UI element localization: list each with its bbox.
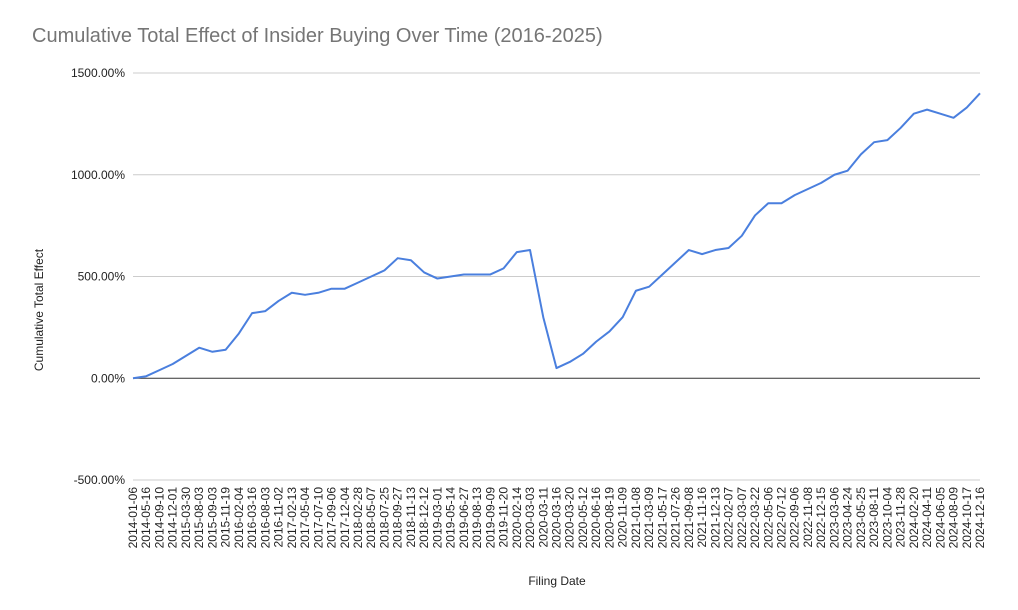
x-tick-label: 2015-09-03 — [205, 487, 219, 549]
x-tick-label: 2016-02-04 — [232, 487, 246, 549]
x-tick-label: 2018-05-07 — [364, 487, 378, 549]
x-tick-label: 2020-03-11 — [536, 487, 550, 548]
y-axis-title: Cumulative Total Effect — [32, 248, 46, 371]
line-series — [132, 92, 981, 380]
x-tick-label: 2021-05-17 — [655, 487, 669, 549]
x-tick-label: 2020-08-19 — [602, 487, 616, 549]
x-tick-label: 2022-11-08 — [801, 487, 815, 548]
x-tick-label: 2022-09-06 — [788, 487, 802, 549]
x-tick-label: 2021-07-26 — [669, 487, 683, 549]
x-tick-label: 2016-11-02 — [272, 487, 286, 548]
x-tick-label: 2014-12-01 — [166, 487, 180, 549]
y-tick-label: 0.00% — [91, 371, 125, 385]
x-tick-label: 2020-11-09 — [616, 487, 630, 548]
x-tick-label: 2020-03-20 — [563, 487, 577, 549]
x-tick-label: 2024-04-11 — [920, 487, 934, 548]
y-tick-label: -500.00% — [74, 473, 126, 487]
x-tick-label: 2017-05-04 — [298, 487, 312, 549]
x-tick-label: 2014-09-10 — [152, 487, 166, 549]
x-tick-label: 2015-11-19 — [219, 487, 233, 548]
x-tick-label: 2019-11-20 — [497, 487, 511, 548]
x-tick-label: 2024-06-05 — [933, 487, 947, 549]
x-tick-label: 2019-08-13 — [470, 487, 484, 549]
x-tick-label: 2020-03-03 — [523, 487, 537, 549]
x-tick-label: 2021-11-16 — [695, 487, 709, 548]
x-tick-label: 2018-11-13 — [404, 487, 418, 548]
x-tick-label: 2023-10-04 — [880, 487, 894, 549]
x-tick-label: 2024-12-16 — [973, 487, 987, 549]
x-tick-label: 2023-03-06 — [827, 487, 841, 549]
x-tick-label: 2020-06-16 — [589, 487, 603, 549]
x-tick-label: 2023-05-25 — [854, 487, 868, 549]
x-tick-label: 2023-08-11 — [867, 487, 881, 548]
x-tick-label: 2022-03-07 — [735, 487, 749, 549]
x-tick-label: 2024-08-09 — [947, 487, 961, 549]
x-tick-label: 2018-12-12 — [417, 487, 431, 549]
x-tick-label: 2018-09-27 — [391, 487, 405, 549]
x-tick-label: 2018-07-25 — [377, 487, 391, 549]
x-tick-label: 2016-08-03 — [258, 487, 272, 549]
x-tick-label: 2023-04-24 — [841, 487, 855, 549]
x-tick-label: 2017-07-10 — [311, 487, 325, 549]
x-tick-label: 2024-02-20 — [907, 487, 921, 549]
x-tick-label: 2014-05-16 — [139, 487, 153, 549]
x-tick-label: 2020-05-12 — [576, 487, 590, 549]
x-tick-label: 2019-05-14 — [444, 487, 458, 549]
x-tick-label: 2021-01-08 — [629, 487, 643, 549]
y-tick-label: 500.00% — [78, 270, 126, 284]
x-tick-label: 2021-09-08 — [682, 487, 696, 549]
x-tick-label: 2015-08-03 — [192, 487, 206, 549]
x-tick-label: 2021-12-13 — [708, 487, 722, 549]
x-tick-label: 2023-11-28 — [894, 487, 908, 548]
x-tick-label: 2014-01-06 — [126, 487, 140, 549]
x-tick-label: 2024-10-17 — [960, 487, 974, 549]
x-tick-label: 2022-05-06 — [761, 487, 775, 549]
x-tick-label: 2021-03-09 — [642, 487, 656, 549]
x-tick-label: 2019-09-09 — [483, 487, 497, 549]
x-tick-label: 2022-12-15 — [814, 487, 828, 549]
x-tick-label: 2020-03-16 — [550, 487, 564, 549]
x-tick-label: 2019-06-27 — [457, 487, 471, 549]
x-tick-label: 2022-07-12 — [774, 487, 788, 549]
y-tick-label: 1500.00% — [71, 66, 125, 80]
x-tick-label: 2019-03-01 — [430, 487, 444, 549]
x-tick-label: 2020-02-14 — [510, 487, 524, 549]
x-tick-label: 2022-03-22 — [748, 487, 762, 549]
chart-title: Cumulative Total Effect of Insider Buyin… — [32, 25, 603, 47]
x-tick-label: 2018-02-28 — [351, 487, 365, 549]
y-tick-label: 1000.00% — [71, 168, 125, 182]
x-tick-label: 2015-03-30 — [179, 487, 193, 549]
x-tick-label: 2017-02-13 — [285, 487, 299, 549]
x-tick-label: 2017-12-04 — [338, 487, 352, 549]
x-axis-title: Filing Date — [528, 574, 586, 588]
x-tick-label: 2017-09-06 — [325, 487, 339, 549]
x-tick-label: 2022-02-07 — [722, 487, 736, 549]
x-tick-label: 2016-03-16 — [245, 487, 259, 549]
